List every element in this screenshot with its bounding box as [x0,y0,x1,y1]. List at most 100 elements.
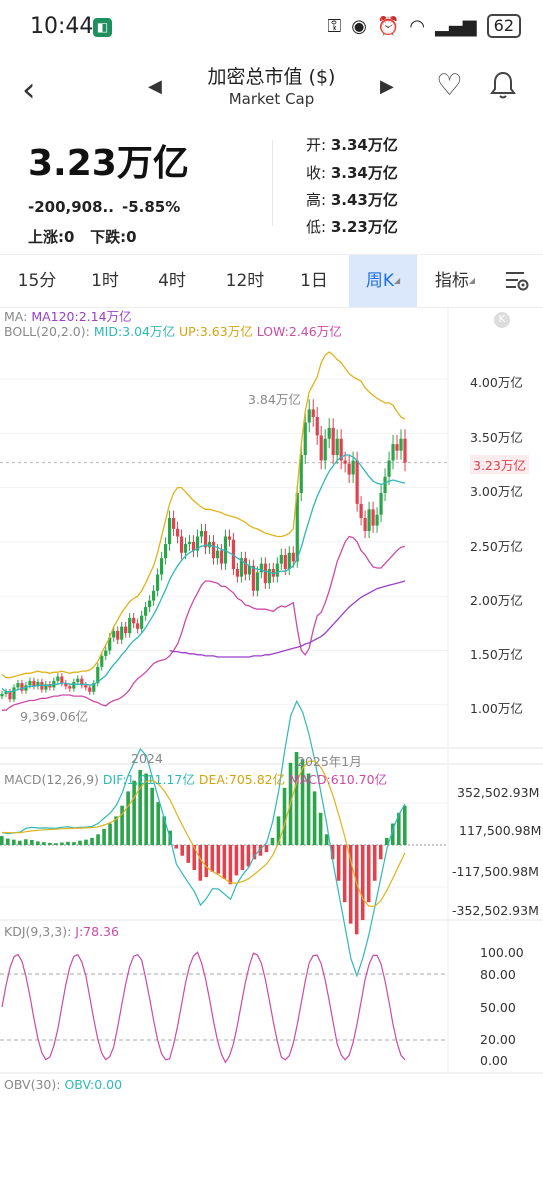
previous-asset-arrow-icon[interactable]: ◀ [148,76,162,97]
candle-body [16,683,20,688]
y-tick: 1.50万亿 [470,647,523,662]
high-row: 高: 3.43万亿 [306,189,398,210]
candle-body [291,552,295,562]
candle-body [379,493,383,515]
candle-body [227,536,232,540]
macd-histogram-bar [384,837,389,845]
candle-body [112,630,116,638]
macd-histogram-bar [192,845,197,871]
page-title: 加密总市值 ($) [207,66,336,88]
macd-histogram-bar [96,834,100,845]
candle-body [175,528,180,537]
macd-histogram-bar [396,812,401,845]
kdj-j-value: J:78.36 [75,924,119,939]
chart-settings-icon[interactable] [494,255,540,307]
candle-body [0,693,4,697]
candle-body [391,444,395,461]
tab-weekly[interactable]: 周K◢ [349,255,417,307]
macd-dif-value: DIF:1,011.17亿 [102,772,195,787]
macd-histogram-bar [198,845,203,881]
macd-y-tick: -117,500.98M [452,864,539,879]
macd-histogram-bar [336,845,341,881]
tab-15m[interactable]: 15分 [17,271,57,291]
macd-histogram-bar [354,845,359,935]
macd-histogram-bar [348,845,353,924]
candle-body [179,536,184,553]
candle-body [144,607,148,616]
signal-icon: ▂▄▆ [435,15,477,37]
candle-body [243,558,247,575]
dropdown-triangle-icon: ◢ [394,276,401,285]
boll-lower-line [2,535,406,711]
x-tick: 2025年1月 [297,754,362,769]
kline-chart[interactable] [0,306,543,1126]
macd-histogram-bar [276,816,281,845]
candle-body [351,460,355,475]
macd-label: MACD(12,26,9) [4,772,99,787]
macd-histogram-bar [108,823,112,845]
candle-body [64,683,68,687]
y-tick: 4.00万亿 [470,375,523,390]
next-asset-arrow-icon[interactable]: ▶ [380,76,394,97]
down-count: 下跌:0 [90,228,137,246]
candle-body [108,637,112,651]
candle-body [80,678,84,686]
candle-body [367,509,371,532]
tab-indicators[interactable]: 指标◢ [424,255,486,307]
macd-histogram-bar [240,845,245,871]
tab-12h[interactable]: 12时 [225,271,265,291]
high-value: 3.43万亿 [330,191,398,209]
macd-y-tick: -352,502.93M [452,903,539,918]
candle-body [319,435,323,461]
candle-body [136,623,140,629]
back-button[interactable]: ‹ [22,70,36,110]
open-value: 3.34万亿 [330,136,398,154]
open-label: 开: [306,136,327,154]
tab-1h[interactable]: 1时 [91,271,119,291]
ma-label: MA: [4,309,28,324]
candle-body [383,476,387,494]
low-marker-label: 9,369.06亿 [20,709,89,724]
candle-body [124,626,128,634]
candle-body [375,514,379,526]
chart-area[interactable] [0,306,543,1126]
ma120-value: MA120:2.14万亿 [31,309,132,324]
macd-dif-line [1,699,406,978]
candle-body [363,518,367,532]
alert-bell-icon[interactable] [490,70,516,107]
current-price-tag: 3.23万亿 [470,455,529,474]
candle-body [68,686,72,689]
candle-body [171,518,176,529]
candle-body [303,422,307,456]
up-down-count: 上涨:0 下跌:0 [28,226,137,247]
macd-histogram-bar [324,834,329,845]
tab-1d[interactable]: 1日 [300,271,328,291]
macd-histogram-bar [162,816,167,845]
candle-body [104,650,108,656]
chart-source-icon[interactable]: K [494,312,510,328]
page-subtitle: Market Cap [228,90,315,108]
macd-histogram-bar [18,840,22,845]
macd-histogram-bar [204,845,209,878]
tab-4h[interactable]: 4时 [158,271,186,291]
candle-body [371,509,375,526]
candle-body [267,569,271,584]
status-bar: 10:44 ◧ ⚿ ◉ ⏰ ◠ ▂▄▆ 62 [0,0,543,56]
price-change: -200,908.. [28,198,114,216]
candle-body [331,427,335,456]
candle-body [120,626,124,640]
current-price: 3.23万亿 [28,143,189,184]
candle-body [116,630,120,640]
candle-body [28,680,32,686]
candle-body [287,552,291,570]
macd-histogram-bar [270,837,275,845]
candle-body [343,460,347,464]
favorite-heart-icon[interactable]: ♡ [436,68,463,103]
candle-body [199,531,204,537]
candle-body [8,691,12,700]
clock: 10:44 [30,14,94,39]
candle-body [187,541,192,545]
kdj-indicator: KDJ(9,3,3): J:78.36 [4,924,119,939]
macd-histogram-bar [294,752,299,845]
candle-body [88,687,92,692]
